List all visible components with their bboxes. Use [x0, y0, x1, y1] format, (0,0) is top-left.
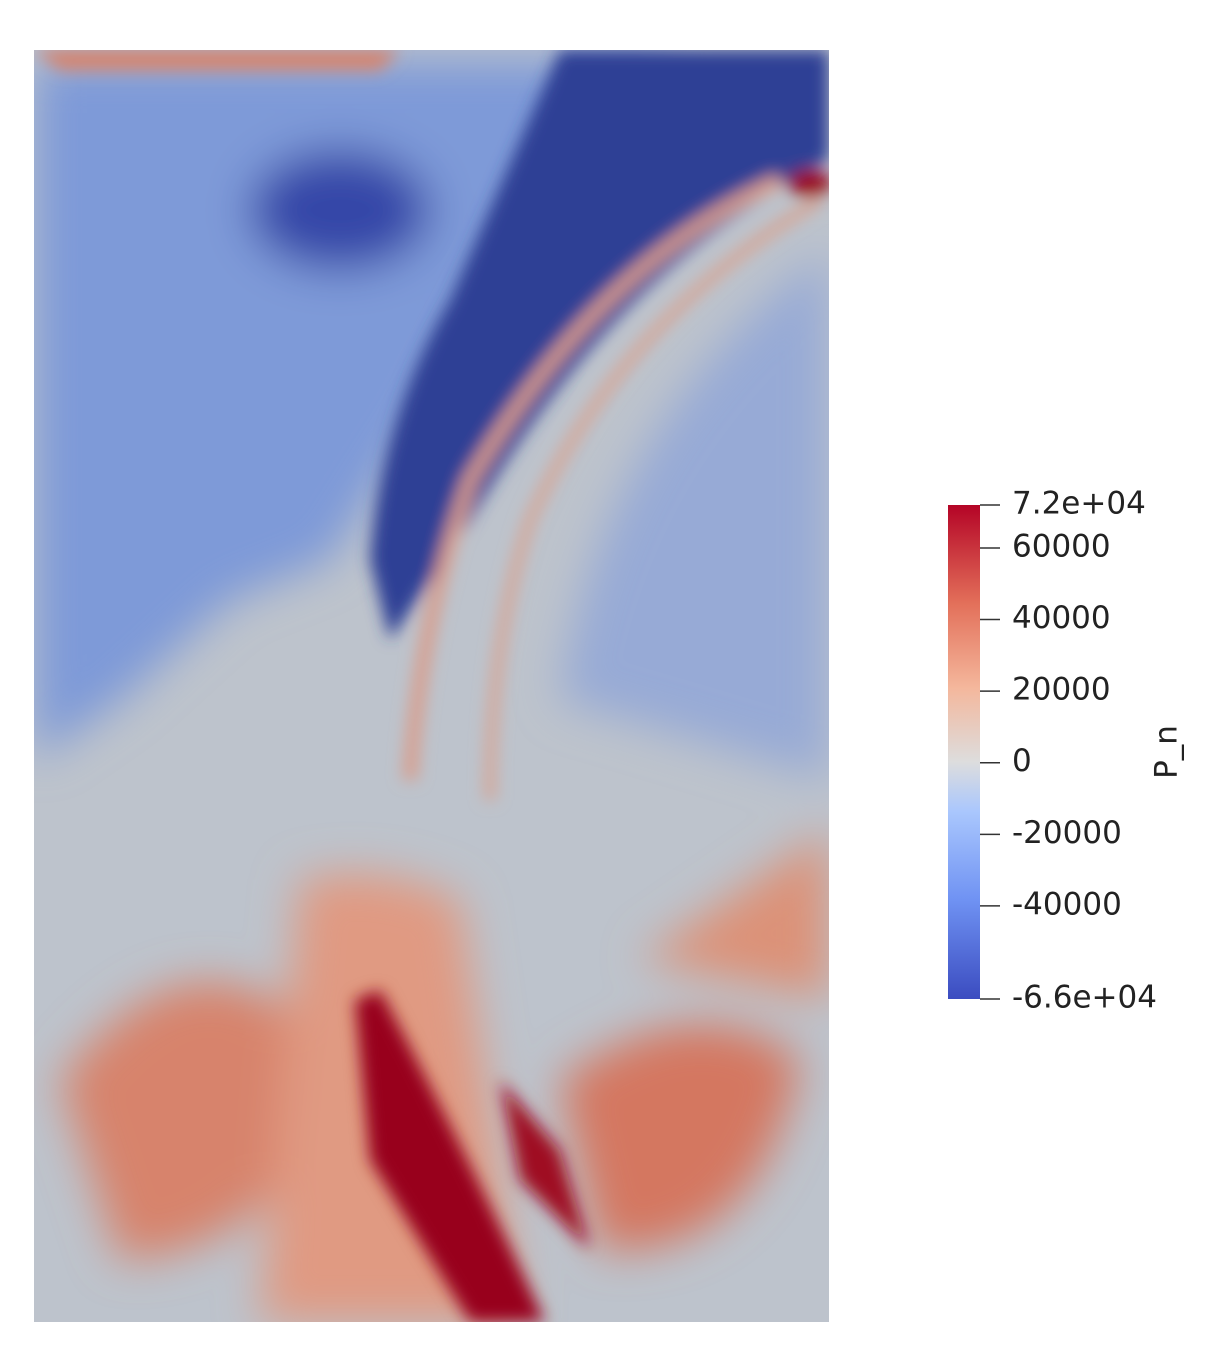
tick-label: -6.6e+04 [1012, 980, 1157, 1016]
colorbar [948, 505, 980, 999]
field [34, 50, 829, 1322]
tick-label: -20000 [1012, 815, 1122, 851]
tick-label: -40000 [1012, 886, 1122, 922]
tick-label: 0 [1012, 743, 1032, 779]
tick-label: 20000 [1012, 672, 1111, 708]
tick-label: 7.2e+04 [1012, 486, 1146, 522]
colorbar-title: P_n [1149, 725, 1185, 779]
tick-label: 60000 [1012, 528, 1111, 564]
tick-label: 40000 [1012, 600, 1111, 636]
